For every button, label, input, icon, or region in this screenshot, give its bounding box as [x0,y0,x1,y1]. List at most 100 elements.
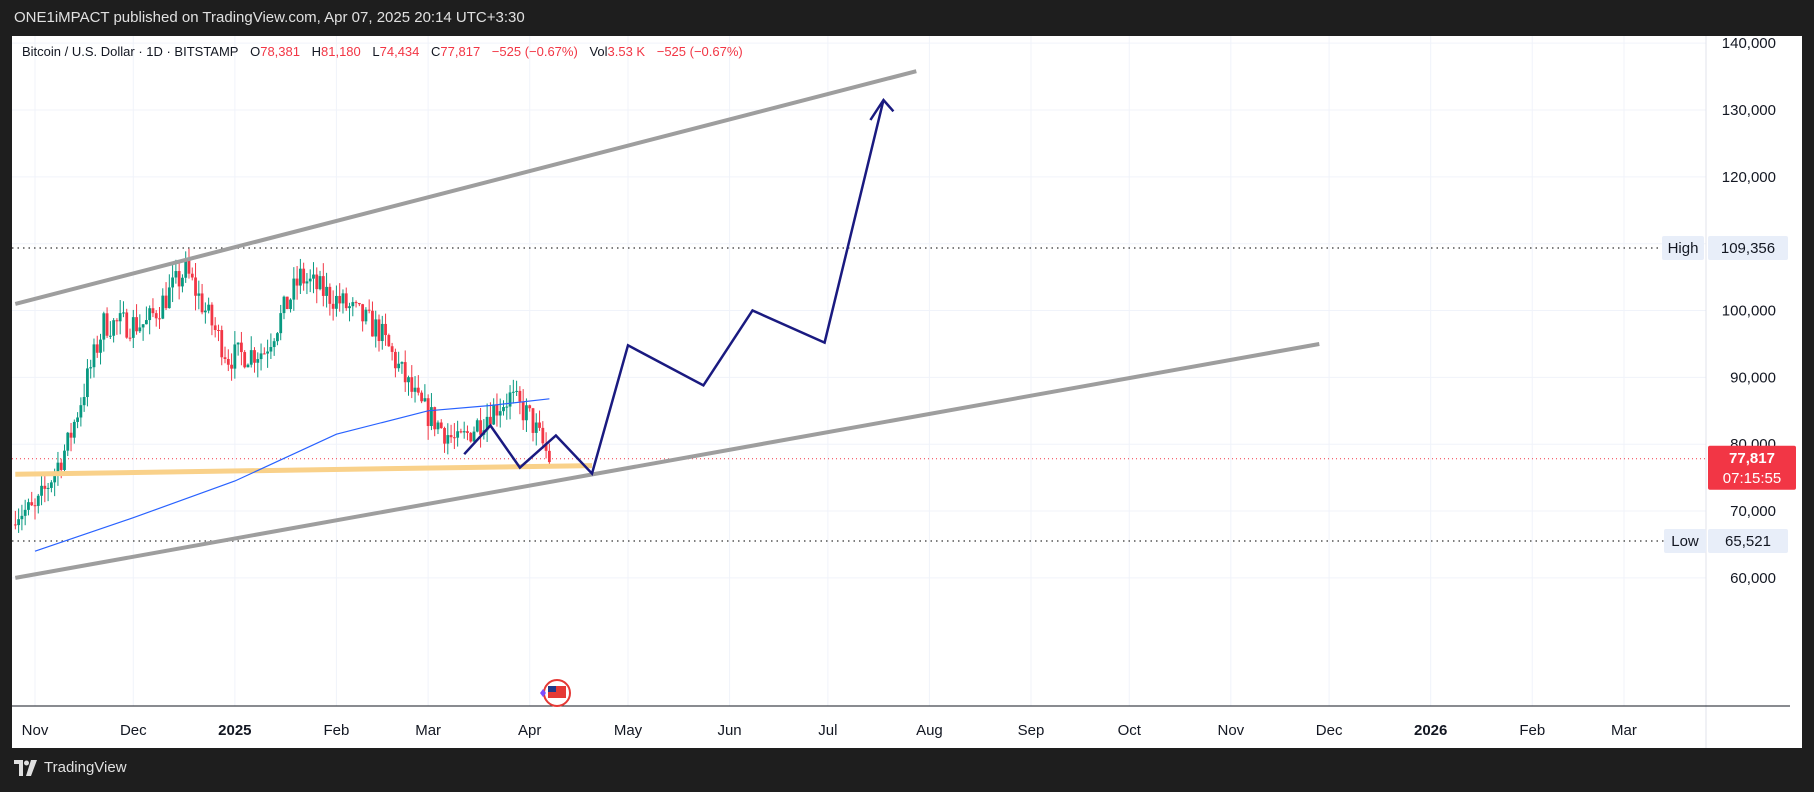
candle-body [341,293,345,304]
candle-body [410,377,414,392]
candle-body [466,431,469,433]
candle-body [305,281,309,284]
price-axis[interactable]: 60,00070,00080,00090,000100,000120,00013… [1722,35,1776,587]
chart-frame[interactable] [12,36,1802,748]
time-axis[interactable]: Nov Dec 2025 Feb Mar Apr May Jun Jul Aug Sep Oct Nov… [22,722,1637,739]
candle-body [148,308,152,321]
time-tick-label: Jun [717,722,741,739]
candle-body [141,324,145,328]
channel-upper-line [14,69,917,306]
candle-body [312,274,315,279]
low-value-label: 65,521 [1725,533,1771,550]
candle-body [144,320,148,325]
candle-body [122,312,125,314]
candle-body [511,391,515,393]
candle-body [302,268,306,284]
tradingview-logo[interactable]: TradingView [14,759,127,776]
candle-body [380,323,384,342]
candle-body [400,362,404,364]
symbol-legend: Bitcoin / U.S. Dollar · 1D · BITSTAMP O7… [22,44,743,59]
candle-body [197,293,201,296]
candle-body [20,515,24,520]
volume-change-value: −525 (−0.67%) [656,44,743,59]
high-tag-label: High [1668,240,1699,257]
change-value: −525 (−0.67%) [491,44,578,59]
channel-lower-line [14,342,1320,580]
candle-body [76,417,79,422]
price-tick-label: 90,000 [1730,369,1776,386]
candle-body [371,310,374,337]
candle-body [272,341,276,348]
candle-body [344,293,348,309]
candle-body [102,313,106,340]
price-labels: High 109,356 Low 65,521 77,817 07:15:55 [1662,236,1796,553]
candle-body [544,443,548,451]
candle-body [194,277,197,296]
candle-body [439,422,443,429]
candle-body [534,422,538,433]
candle-body [367,309,371,311]
candle-body [413,387,417,392]
candle-body [479,420,482,435]
candle-body [335,295,338,309]
time-tick-label: Apr [518,722,541,739]
candle-body [498,411,502,416]
candle-body [266,351,270,354]
candle-body [262,353,266,355]
low-value: 74,434 [379,44,420,59]
symbol-title[interactable]: Bitcoin / U.S. Dollar · 1D · BITSTAMP [22,44,239,59]
candle-body [138,327,142,332]
candle-body [226,358,230,365]
candle-body [492,404,496,425]
candle-body [354,302,358,304]
candle-body [46,487,50,489]
candle-body [13,524,17,526]
candle-body [53,472,57,483]
candle-body [240,342,243,353]
time-tick-label: Mar [415,722,441,739]
candle-body [393,351,397,369]
candle-body [531,408,535,433]
footer-bar: TradingView [0,748,1814,792]
candle-body [377,319,381,342]
projection-path [463,99,885,477]
last-price-label: 77,817 [1729,450,1775,467]
time-tick-label: Feb [323,722,349,739]
candle-body [351,302,355,307]
candle-body [118,313,122,322]
candle-body [112,320,116,336]
candle-body [364,309,368,322]
candle-body [200,293,204,313]
candle-body [174,271,178,278]
candle-body [256,359,260,363]
candle-body [220,330,224,358]
candle-body [17,519,21,526]
candle-body [154,313,158,319]
candle-body [213,325,217,330]
time-tick-label: Dec [1316,722,1343,739]
candle-body [105,313,109,336]
time-tick-label: Feb [1519,722,1545,739]
candle-body [472,431,476,442]
candle-body [236,342,240,345]
candles [13,248,551,533]
time-tick-label: Nov [1217,722,1244,739]
candle-body [328,286,332,304]
candle-body [82,397,86,406]
high-value-box [1708,236,1788,260]
candle-body [452,437,456,439]
time-tick-label: 2025 [218,722,251,739]
candle-body [49,482,53,488]
candle-body [292,278,296,300]
candle-body [495,404,499,416]
candle-body [547,450,551,463]
candle-body [423,398,427,402]
candle-body [181,277,184,287]
candle-body [295,278,299,286]
high-low-lines [12,247,1706,542]
candle-body [167,287,171,309]
candle-body [79,405,83,418]
candle-body [338,295,342,304]
candle-body [403,362,407,383]
